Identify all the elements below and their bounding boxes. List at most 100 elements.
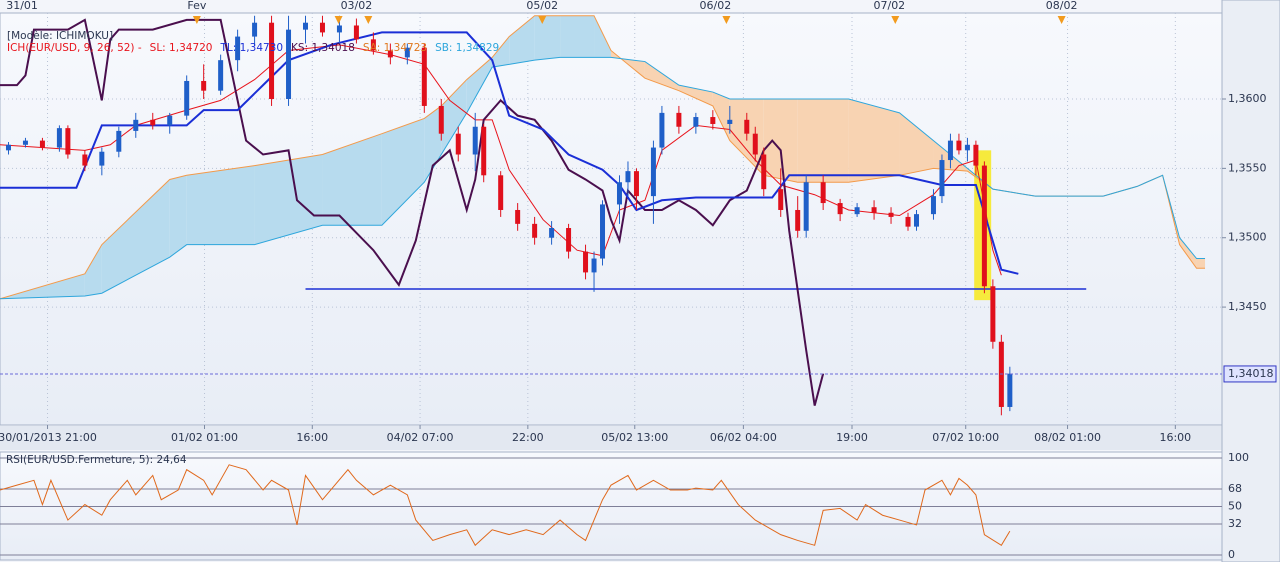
cloud (899, 112, 934, 176)
candle-body (133, 119, 139, 131)
candle-body (591, 258, 597, 273)
candle-body (990, 286, 996, 342)
cloud (466, 57, 493, 113)
candle-body (481, 126, 487, 176)
candle-body (370, 39, 376, 51)
candle-body (404, 47, 410, 58)
cloud (381, 118, 425, 226)
candle-body (854, 207, 860, 215)
candle-body (778, 189, 784, 210)
cloud (797, 99, 849, 183)
cloud (678, 85, 713, 106)
cloud (84, 244, 102, 296)
date-label: 07/02 (873, 0, 905, 12)
indicator-line (0, 31, 1019, 275)
cloud (322, 133, 382, 226)
cloud (441, 79, 467, 155)
candle-body (905, 216, 911, 227)
candle-body (549, 228, 555, 238)
x-tick-label: 07/02 10:00 (932, 431, 999, 444)
date-label: 08/02 (1046, 0, 1078, 12)
price-axis (1221, 0, 1280, 562)
rsi-title: RSI(EUR/USD.Fermeture, 5): 24,64 (6, 454, 187, 466)
candle-body (871, 207, 877, 213)
candle-body (633, 171, 639, 197)
date-label: Fev (187, 0, 206, 12)
date-label: 05/02 (526, 0, 558, 12)
candle-body (727, 119, 733, 124)
candle-body (947, 140, 953, 161)
candle-body (914, 214, 919, 227)
candle-body (803, 182, 809, 231)
candle-body (421, 47, 427, 106)
legend-entry: KS: 1,34018 (291, 42, 355, 54)
candle-body (744, 119, 750, 134)
candle-body (752, 133, 758, 155)
candle-body (286, 29, 292, 100)
cloud (560, 15, 595, 58)
candle-body (820, 182, 826, 204)
cloud (509, 15, 535, 65)
time-axis (0, 426, 1222, 450)
legend-entry: SL: 1,34720 (150, 42, 213, 54)
candle-body (303, 22, 308, 30)
candle-body (837, 203, 843, 215)
last-price-label: 1,34018 (1228, 367, 1274, 380)
candle-body (650, 147, 656, 197)
candle-body (888, 212, 894, 217)
candle-body (625, 171, 631, 183)
candle-body (693, 117, 699, 127)
event-marker (364, 16, 373, 24)
y-tick-label: 32 (1228, 517, 1242, 530)
candle-body (973, 144, 979, 166)
candle-body (269, 22, 275, 100)
cloud (101, 179, 170, 294)
candle-body (532, 223, 538, 238)
rsi-layer (0, 457, 1222, 556)
y-tick-label: 1,3450 (1228, 300, 1267, 313)
candle-body (964, 144, 970, 151)
indicator-line (0, 56, 1206, 300)
candle-body (600, 204, 606, 259)
x-tick-label: 05/02 13:00 (601, 431, 668, 444)
cloud (186, 165, 255, 245)
cloud (763, 99, 798, 183)
candle-body (676, 112, 682, 127)
candle-body (56, 128, 62, 148)
candle-body (65, 128, 71, 155)
candle-body (761, 154, 767, 190)
candle-body (981, 165, 987, 287)
candle-body (201, 80, 207, 91)
candle-body (583, 251, 589, 273)
y-tick-label: 1,3500 (1228, 231, 1267, 244)
x-tick-label: 22:00 (512, 431, 544, 444)
indicator-label: ICH(EUR/USD, 9, 26, 52) - (7, 42, 142, 54)
x-tick-label: 19:00 (836, 431, 868, 444)
x-tick-label: 30/01/2013 21:00 (0, 431, 97, 444)
candle-body (22, 140, 28, 145)
cloud (712, 92, 730, 141)
cloud (594, 15, 611, 58)
legend-entry: SA: 1,34723 (363, 42, 427, 54)
candle-body (956, 140, 962, 151)
event-marker (891, 16, 900, 24)
price-layer (0, 13, 1222, 425)
last-price-box (1223, 365, 1277, 383)
legend-entry: TL: 1,34730 (219, 42, 283, 54)
candle-body (939, 160, 945, 197)
event-marker (1057, 16, 1066, 24)
indicator-line (0, 44, 1002, 276)
cloud (492, 36, 510, 68)
candle-body (438, 105, 444, 134)
candle-body (336, 25, 342, 33)
event-marker (334, 16, 343, 24)
candle-body (455, 133, 461, 155)
event-marker (538, 16, 547, 24)
candle-body (498, 175, 504, 210)
candle-body (39, 140, 45, 148)
date-label: 06/02 (700, 0, 732, 12)
y-tick-label: 50 (1228, 500, 1242, 513)
indicator-line (0, 18, 825, 406)
